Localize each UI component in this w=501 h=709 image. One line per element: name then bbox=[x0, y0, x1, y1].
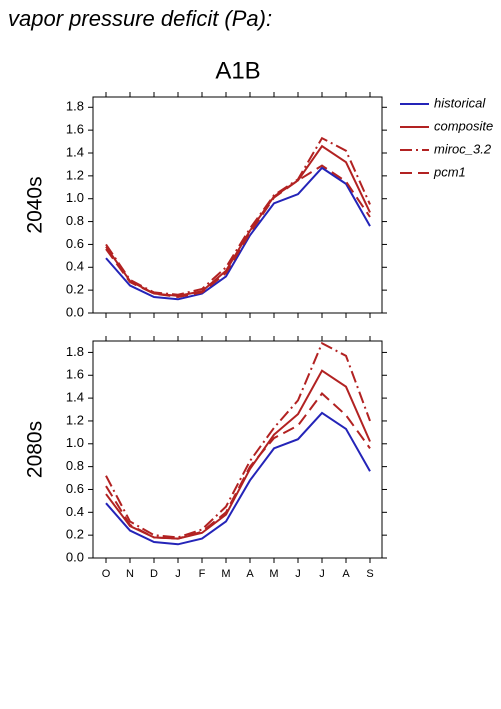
series-line bbox=[105, 166, 371, 301]
x-tick-label: N bbox=[126, 568, 134, 580]
y-tick-label: 0.4 bbox=[66, 504, 84, 519]
x-tick-label: J bbox=[319, 568, 325, 580]
plot-frame bbox=[92, 96, 383, 314]
page-title: vapor pressure deficit (Pa): bbox=[8, 6, 272, 31]
y-tick-label: 1.4 bbox=[66, 144, 84, 159]
y-tick-label: 0.8 bbox=[66, 213, 84, 228]
y-tick-label: 0.0 bbox=[66, 304, 84, 319]
series-line bbox=[105, 369, 371, 540]
y-tick-label: 0.6 bbox=[66, 481, 84, 496]
x-tick-label: M bbox=[269, 568, 278, 580]
legend-label: pcm1 bbox=[433, 164, 466, 179]
x-tick-label: O bbox=[102, 568, 111, 580]
y-tick-label: 1.6 bbox=[66, 122, 84, 137]
y-tick-label: 0.0 bbox=[66, 549, 84, 564]
y-tick-label: 0.2 bbox=[66, 527, 84, 542]
y-tick-label: 1.8 bbox=[66, 344, 84, 359]
x-tick-label: A bbox=[246, 568, 254, 580]
series-line bbox=[105, 144, 371, 297]
y-tick-label: 1.0 bbox=[66, 190, 84, 205]
x-tick-label: F bbox=[199, 568, 206, 580]
legend-label: composite bbox=[434, 118, 493, 133]
y-tick-label: 1.6 bbox=[66, 367, 84, 382]
y-axis-label: 2080s bbox=[24, 421, 47, 478]
y-tick-label: 0.6 bbox=[66, 236, 84, 251]
x-tick-label: J bbox=[295, 568, 301, 580]
y-axis-label: 2040s bbox=[24, 176, 47, 233]
series-line bbox=[105, 164, 371, 299]
x-tick-label: M bbox=[221, 568, 230, 580]
y-tick-label: 1.8 bbox=[66, 99, 84, 114]
y-tick-label: 1.2 bbox=[66, 167, 84, 182]
y-tick-label: 0.8 bbox=[66, 458, 84, 473]
series-line bbox=[105, 341, 371, 539]
y-tick-label: 0.2 bbox=[66, 282, 84, 297]
y-tick-label: 1.4 bbox=[66, 390, 84, 405]
x-tick-label: A bbox=[342, 568, 350, 580]
x-tick-label: D bbox=[150, 568, 158, 580]
y-tick-label: 0.4 bbox=[66, 259, 84, 274]
chart-title: A1B bbox=[215, 57, 260, 84]
series-line bbox=[105, 392, 371, 540]
legend-label: miroc_3.2 bbox=[434, 141, 492, 156]
series-line bbox=[105, 411, 371, 546]
series-line bbox=[105, 136, 371, 296]
plot-frame bbox=[92, 340, 383, 559]
x-tick-label: S bbox=[366, 568, 373, 580]
x-tick-label: J bbox=[175, 568, 181, 580]
y-tick-label: 1.2 bbox=[66, 412, 84, 427]
y-tick-label: 1.0 bbox=[66, 435, 84, 450]
legend-label: historical bbox=[434, 95, 486, 110]
